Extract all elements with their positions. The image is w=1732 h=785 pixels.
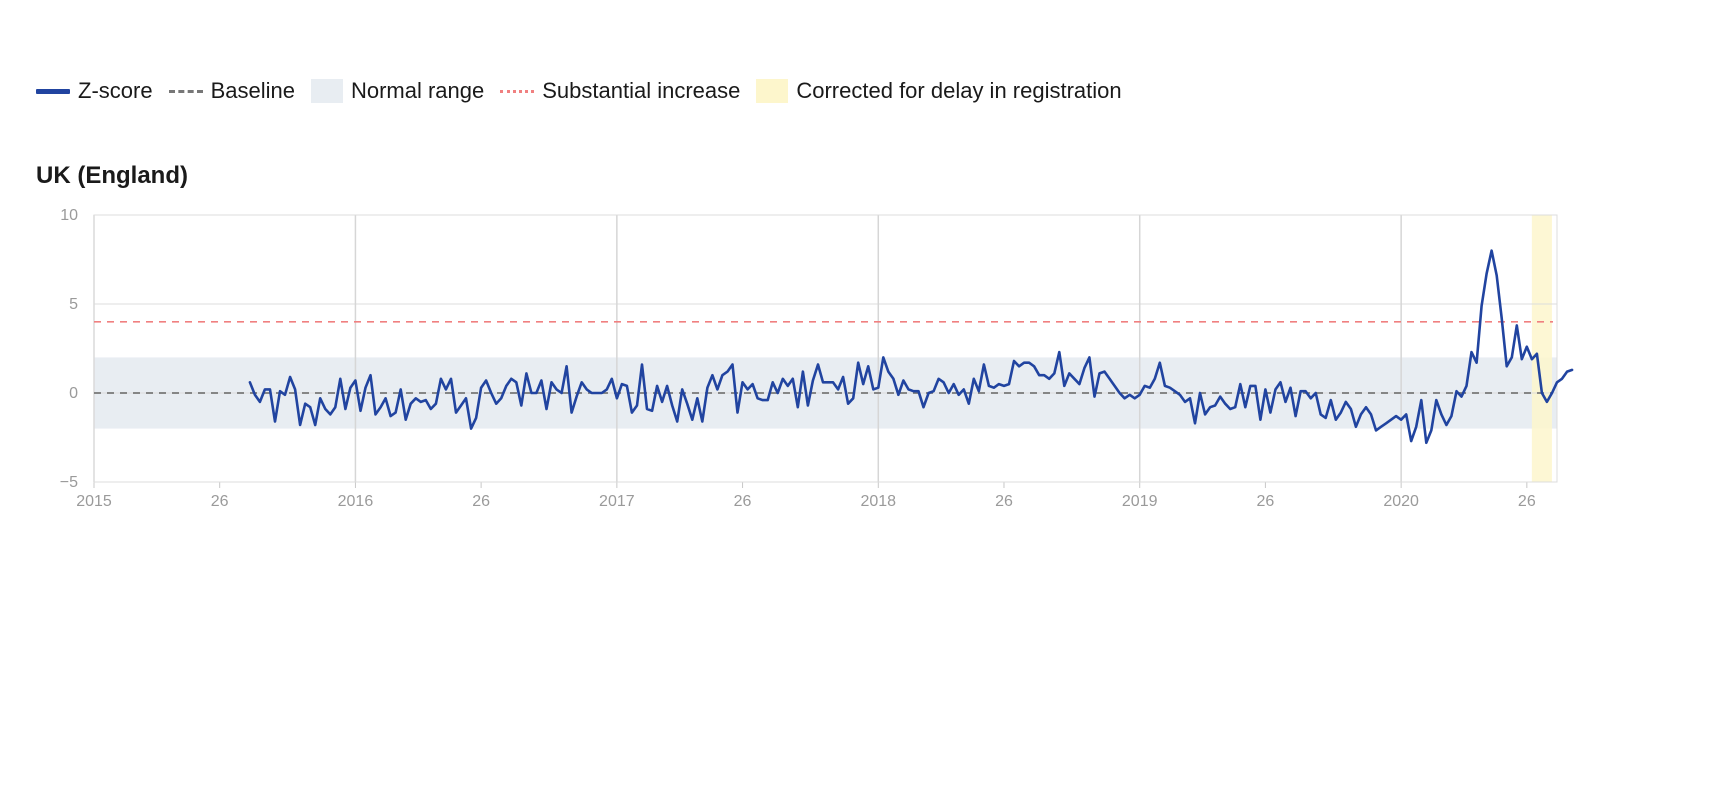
- substantial-increase-swatch-icon: [500, 89, 535, 93]
- legend-label-zscore: Z-score: [78, 78, 153, 103]
- zscore-swatch-icon: [36, 88, 70, 94]
- corrected-swatch-icon: [756, 79, 789, 103]
- x-tick-label: 2016: [338, 493, 374, 510]
- legend-label-substantial-increase: Substantial increase: [542, 78, 741, 103]
- legend-item-zscore[interactable]: Z-score: [36, 78, 153, 104]
- x-tick-label: 26: [734, 493, 752, 510]
- x-tick-label: 2018: [860, 493, 896, 510]
- baseline-swatch-icon: [168, 89, 203, 93]
- chart-title: UK (England): [36, 162, 188, 189]
- zscore-chart: −5 0 5 10 2015 26 2016 26 2017 26 2018 26 2019 26 2020…: [60, 207, 1574, 510]
- legend-item-corrected[interactable]: Corrected for delay in registration: [756, 78, 1122, 104]
- plot-frame: [93, 214, 1558, 483]
- legend-label-baseline: Baseline: [210, 78, 295, 103]
- legend-label-corrected: Corrected for delay in registration: [796, 78, 1122, 103]
- y-tick-label: 0: [69, 385, 78, 402]
- x-tick-label: 26: [995, 493, 1013, 510]
- legend-item-substantial-increase[interactable]: Substantial increase: [500, 78, 740, 104]
- x-tick-label: 2019: [1122, 493, 1158, 510]
- x-tick-label: 26: [1518, 493, 1536, 510]
- x-tick-label: 2020: [1383, 493, 1419, 510]
- zscore-series-line: [248, 249, 1574, 445]
- corrected-region: [1531, 215, 1552, 482]
- y-tick-label: −5: [60, 474, 78, 491]
- legend: Z-score Baseline Normal range Substantia…: [36, 78, 1122, 104]
- y-tick-label: 10: [60, 207, 78, 224]
- legend-item-normal-range[interactable]: Normal range: [310, 78, 485, 104]
- legend-item-baseline[interactable]: Baseline: [168, 78, 295, 104]
- x-tick-label: 26: [211, 493, 229, 510]
- y-tick-label: 5: [69, 296, 78, 313]
- normal-range-swatch-icon: [310, 79, 343, 103]
- x-tick-label: 26: [1257, 493, 1275, 510]
- x-tick-label: 2015: [76, 493, 112, 510]
- legend-label-normal-range: Normal range: [350, 78, 485, 103]
- x-tick-label: 2017: [599, 493, 635, 510]
- x-tick-label: 26: [472, 493, 490, 510]
